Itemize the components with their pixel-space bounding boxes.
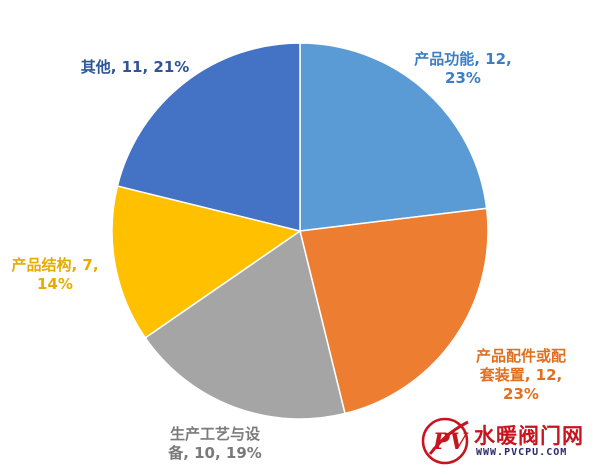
pie-slices	[111, 42, 489, 420]
watermark-url: WWW.PVCPU.COM	[476, 447, 568, 458]
slice-label-line: 产品配件或配	[475, 347, 566, 365]
slice-label-product-structure: 产品结构, 7, 14%	[0, 256, 110, 294]
slice-label-product-function: 产品功能, 12, 23%	[388, 50, 538, 88]
pie-slice-accessories	[299, 207, 489, 415]
watermark-logo-letters: PV	[432, 429, 469, 455]
pie-slice-product-function	[299, 42, 488, 232]
watermark-text: 水暖阀门网	[474, 424, 584, 448]
slice-label-line: 生产工艺与设	[169, 425, 260, 443]
slice-label-line: 产品结构, 7,	[11, 256, 99, 274]
slice-label-accessories: 产品配件或配 套装置, 12, 23%	[460, 347, 582, 404]
slice-label-line: 其他, 11, 21%	[80, 58, 190, 76]
slice-label-other: 其他, 11, 21%	[60, 58, 210, 77]
slice-label-line: 产品功能, 12,	[414, 50, 512, 68]
slice-label-line: 备, 10, 19%	[168, 444, 262, 462]
watermark-logo-icon: PV	[421, 417, 469, 465]
slice-label-line: 23%	[503, 385, 539, 403]
slice-label-line: 14%	[37, 275, 73, 293]
pie-slice-other	[116, 42, 301, 232]
slice-label-line: 23%	[445, 69, 481, 87]
slice-label-process-equipment: 生产工艺与设 备, 10, 19%	[140, 425, 290, 463]
slice-label-line: 套装置, 12,	[479, 366, 563, 384]
pie-slice-product-structure	[111, 185, 302, 339]
pie-slice-process-equipment	[144, 229, 346, 420]
watermark: PV 水暖阀门网 WWW.PVCPU.COM	[418, 414, 600, 467]
